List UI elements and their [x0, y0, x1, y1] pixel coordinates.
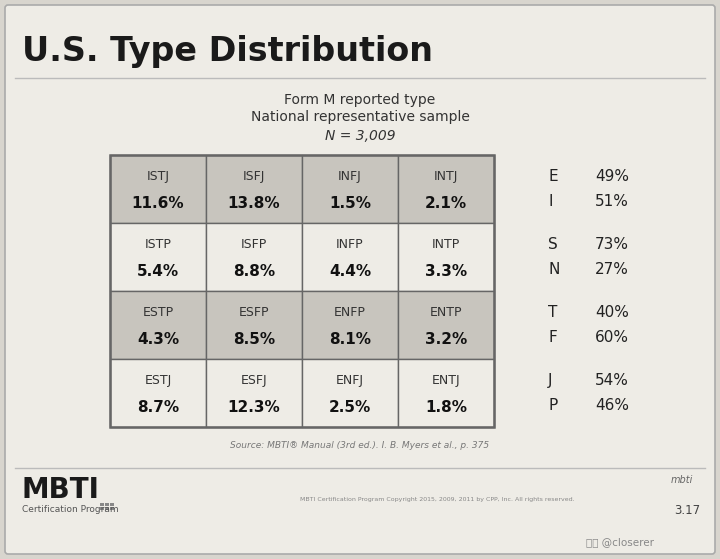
Bar	[110, 503, 114, 506]
Bar	[206, 359, 302, 427]
Text: 3.17: 3.17	[674, 504, 700, 517]
Text: ENTJ: ENTJ	[432, 375, 460, 387]
Text: ESFJ: ESFJ	[240, 375, 267, 387]
Bar	[398, 155, 494, 223]
Text: ISTJ: ISTJ	[146, 170, 169, 183]
Text: Source: MBTI® Manual (3rd ed.). I. B. Myers et al., p. 375: Source: MBTI® Manual (3rd ed.). I. B. My…	[230, 440, 490, 449]
Bar	[302, 359, 398, 427]
Text: 8.5%: 8.5%	[233, 333, 275, 348]
Text: 8.1%: 8.1%	[329, 333, 371, 348]
Bar	[105, 507, 109, 510]
Text: E: E	[548, 169, 557, 184]
Text: 49%: 49%	[595, 169, 629, 184]
Bar	[110, 223, 206, 291]
Text: 51%: 51%	[595, 194, 629, 209]
Text: 60%: 60%	[595, 330, 629, 345]
Text: 8.7%: 8.7%	[137, 400, 179, 415]
Bar	[206, 291, 302, 359]
Bar	[302, 155, 398, 223]
Text: 3.2%: 3.2%	[425, 333, 467, 348]
Text: ENFJ: ENFJ	[336, 375, 364, 387]
Text: ESTJ: ESTJ	[145, 375, 171, 387]
Bar	[110, 155, 494, 427]
Bar	[302, 291, 398, 359]
Text: 13.8%: 13.8%	[228, 196, 280, 211]
Text: N: N	[548, 262, 559, 277]
Text: J: J	[548, 373, 552, 389]
Text: ISFJ: ISFJ	[243, 170, 265, 183]
Text: U.S. Type Distribution: U.S. Type Distribution	[22, 36, 433, 69]
Bar	[105, 503, 109, 506]
Text: 11.6%: 11.6%	[132, 196, 184, 211]
Text: 73%: 73%	[595, 237, 629, 252]
Text: 54%: 54%	[595, 373, 629, 389]
Bar	[110, 291, 206, 359]
Text: 5.4%: 5.4%	[137, 264, 179, 280]
Text: INFP: INFP	[336, 238, 364, 251]
Bar	[302, 223, 398, 291]
Text: T: T	[548, 305, 557, 320]
Text: ESTP: ESTP	[143, 306, 174, 319]
FancyBboxPatch shape	[5, 5, 715, 554]
Text: MBTI Certification Program Copyright 2015, 2009, 2011 by CPP, Inc. All rights re: MBTI Certification Program Copyright 201…	[300, 498, 575, 503]
Text: INTJ: INTJ	[434, 170, 458, 183]
Text: 知乎 @closerer: 知乎 @closerer	[586, 537, 654, 547]
Text: 2.1%: 2.1%	[425, 196, 467, 211]
Bar	[398, 359, 494, 427]
Text: Certification Program: Certification Program	[22, 505, 119, 514]
Text: MBTI: MBTI	[22, 476, 100, 504]
Bar	[100, 503, 104, 506]
Text: P: P	[548, 398, 557, 413]
Text: N = 3,009: N = 3,009	[325, 129, 395, 143]
Text: 40%: 40%	[595, 305, 629, 320]
Text: S: S	[548, 237, 558, 252]
Text: National representative sample: National representative sample	[251, 110, 469, 124]
Text: ESFP: ESFP	[239, 306, 269, 319]
Text: ISFP: ISFP	[241, 238, 267, 251]
Text: 27%: 27%	[595, 262, 629, 277]
Text: 12.3%: 12.3%	[228, 400, 280, 415]
Bar	[100, 507, 104, 510]
Text: 1.5%: 1.5%	[329, 196, 371, 211]
Text: Form M reported type: Form M reported type	[284, 93, 436, 107]
Text: 1.8%: 1.8%	[425, 400, 467, 415]
Text: 46%: 46%	[595, 398, 629, 413]
Text: 4.4%: 4.4%	[329, 264, 371, 280]
Text: ENFP: ENFP	[334, 306, 366, 319]
Text: mbti: mbti	[670, 475, 693, 485]
Bar	[110, 507, 114, 510]
Text: INFJ: INFJ	[338, 170, 362, 183]
Bar	[206, 223, 302, 291]
Text: ENTP: ENTP	[430, 306, 462, 319]
Bar	[206, 155, 302, 223]
Bar	[398, 223, 494, 291]
Text: 2.5%: 2.5%	[329, 400, 371, 415]
Text: F: F	[548, 330, 557, 345]
Text: 3.3%: 3.3%	[425, 264, 467, 280]
Text: 8.8%: 8.8%	[233, 264, 275, 280]
Bar	[398, 291, 494, 359]
Text: 4.3%: 4.3%	[137, 333, 179, 348]
Text: INTP: INTP	[432, 238, 460, 251]
Text: I: I	[548, 194, 552, 209]
Bar	[110, 359, 206, 427]
Bar	[110, 155, 206, 223]
Text: ISTP: ISTP	[145, 238, 171, 251]
